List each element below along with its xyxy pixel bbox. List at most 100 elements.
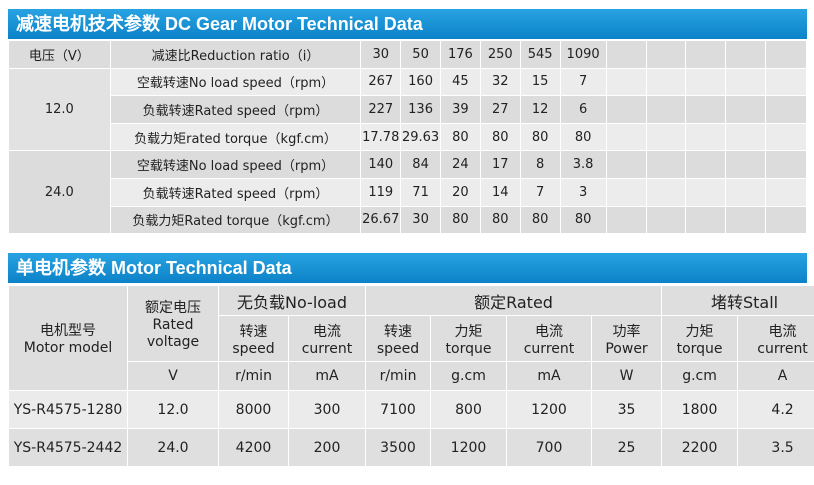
value-cell: 8000 bbox=[218, 390, 289, 429]
empty-cell bbox=[685, 177, 727, 207]
voltage-header: 电压（V） bbox=[8, 40, 111, 69]
value-cell: 3.8 bbox=[559, 150, 607, 179]
param-label: 空载转速No load speed（rpm） bbox=[109, 150, 362, 179]
empty-cell bbox=[645, 95, 687, 124]
value-cell: 26.67 bbox=[360, 205, 402, 235]
sub-header-cn: 电流 bbox=[768, 323, 797, 340]
param-label: 空载转速No load speed（rpm） bbox=[109, 67, 362, 97]
value-cell: 71 bbox=[400, 177, 441, 207]
empty-cell bbox=[765, 177, 807, 207]
empty-cell bbox=[725, 177, 767, 207]
param-label: 负载转速Rated speed（rpm） bbox=[109, 95, 362, 124]
voltage-header: 额定电压 Rated voltage bbox=[127, 285, 219, 362]
empty-cell bbox=[685, 67, 727, 97]
value-cell: 7 bbox=[519, 177, 561, 207]
sub-header-en: speed bbox=[376, 340, 420, 357]
unit-cell: r/min bbox=[218, 361, 289, 391]
empty-cell bbox=[725, 40, 767, 69]
section1-title: 减速电机技术参数 DC Gear Motor Technical Data bbox=[8, 9, 807, 39]
value-cell: 8 bbox=[519, 150, 561, 179]
gear-motor-table: 电压（V） 减速比Reduction ratio（i） 30 50 176 25… bbox=[8, 40, 807, 235]
model-header-en: Motor model bbox=[23, 340, 113, 356]
param-label: 负载力矩rated torque（kgf.cm） bbox=[109, 122, 362, 152]
sub-header: 力矩 torque bbox=[661, 315, 739, 362]
value-cell: 80 bbox=[479, 122, 521, 152]
empty-cell bbox=[725, 150, 767, 179]
value-cell: 27 bbox=[479, 95, 521, 124]
value-cell: 1200 bbox=[430, 428, 507, 467]
value-cell: 17.78 bbox=[360, 122, 402, 152]
empty-cell bbox=[605, 205, 647, 235]
value-cell: 20 bbox=[440, 177, 481, 207]
sub-header: 电流 current bbox=[506, 315, 592, 362]
value-cell: 14 bbox=[479, 177, 521, 207]
empty-cell bbox=[645, 122, 687, 152]
value-cell: 45 bbox=[440, 67, 481, 97]
empty-cell bbox=[685, 122, 727, 152]
ratio-cell: 250 bbox=[479, 40, 521, 69]
ratio-cell: 50 bbox=[400, 40, 441, 69]
empty-cell bbox=[725, 205, 767, 235]
empty-cell bbox=[725, 67, 767, 97]
sub-header-en: current bbox=[757, 340, 808, 357]
model-header: 电机型号 Motor model bbox=[8, 285, 128, 391]
value-cell: 300 bbox=[288, 390, 366, 429]
value-cell: 80 bbox=[559, 205, 607, 235]
unit-cell: A bbox=[737, 361, 814, 391]
value-cell: 15 bbox=[519, 67, 561, 97]
sub-header: 转速 speed bbox=[218, 315, 289, 362]
sub-header: 电流 current bbox=[288, 315, 366, 362]
value-cell: 7100 bbox=[365, 390, 431, 429]
empty-cell bbox=[685, 150, 727, 179]
header-row: 电压（V） 减速比Reduction ratio（i） 30 50 176 25… bbox=[8, 40, 807, 69]
stall-group-header: 堵转Stall bbox=[661, 285, 814, 316]
sub-header: 转速 speed bbox=[365, 315, 431, 362]
motor-table: 电机型号 Motor model 额定电压 Rated voltage 无负载N… bbox=[8, 285, 814, 467]
value-cell: 3.5 bbox=[737, 428, 814, 467]
value-cell: 227 bbox=[360, 95, 402, 124]
sub-header-cn: 功率 bbox=[612, 323, 641, 340]
empty-cell bbox=[725, 122, 767, 152]
unit-cell: mA bbox=[506, 361, 592, 391]
unit-cell: g.cm bbox=[430, 361, 507, 391]
data-row: 负载转速Rated speed（rpm） 227 136 39 27 12 6 bbox=[9, 95, 807, 124]
empty-cell bbox=[765, 205, 807, 235]
value-cell: 7 bbox=[559, 67, 607, 97]
empty-cell bbox=[605, 177, 647, 207]
voltage-cell: 24.0 bbox=[8, 150, 111, 235]
value-cell: 4200 bbox=[218, 428, 289, 467]
value-cell: 800 bbox=[430, 390, 507, 429]
sub-header-en: current bbox=[301, 340, 353, 357]
ratio-cell: 30 bbox=[360, 40, 402, 69]
empty-cell bbox=[765, 67, 807, 97]
sub-header: 功率 Power bbox=[590, 315, 663, 362]
empty-cell bbox=[765, 95, 807, 124]
value-cell: 3500 bbox=[365, 428, 431, 467]
sub-header-en: speed bbox=[232, 340, 275, 357]
units-row: V r/min mA r/min g.cm mA W g.cm A bbox=[9, 361, 814, 391]
model-header-cn: 电机型号 bbox=[40, 323, 96, 339]
sub-header-cn: 电流 bbox=[535, 323, 563, 340]
ratio-cell: 545 bbox=[519, 40, 561, 69]
value-cell: 80 bbox=[519, 205, 561, 235]
value-cell: 267 bbox=[360, 67, 402, 97]
unit-cell: r/min bbox=[365, 361, 431, 391]
data-row: 负载转速Rated speed（rpm） 119 71 20 14 7 3 bbox=[9, 177, 807, 207]
value-cell: 12 bbox=[519, 95, 561, 124]
value-cell: 1800 bbox=[661, 390, 739, 429]
group-header-row: 电机型号 Motor model 额定电压 Rated voltage 无负载N… bbox=[8, 285, 814, 391]
unit-cell: V bbox=[127, 361, 219, 391]
value-cell: 700 bbox=[506, 428, 592, 467]
sub-header-en: current bbox=[523, 340, 575, 357]
motor-row: YS-R4575-2442 24.0 4200 200 3500 1200 70… bbox=[8, 428, 814, 467]
value-cell: 29.63 bbox=[400, 122, 441, 152]
empty-cell bbox=[605, 95, 647, 124]
sub-header-row: 转速 speed 电流 current 转速 speed 力矩 torque 电流 cur… bbox=[9, 315, 814, 362]
value-cell: 84 bbox=[400, 150, 441, 179]
model-cell: YS-R4575-2442 bbox=[8, 428, 128, 467]
empty-cell bbox=[725, 95, 767, 124]
unit-cell: g.cm bbox=[661, 361, 739, 391]
voltage-header-cn: 额定电压 bbox=[145, 299, 201, 316]
noload-group-header: 无负载No-load bbox=[218, 285, 366, 316]
value-cell: 80 bbox=[559, 122, 607, 152]
